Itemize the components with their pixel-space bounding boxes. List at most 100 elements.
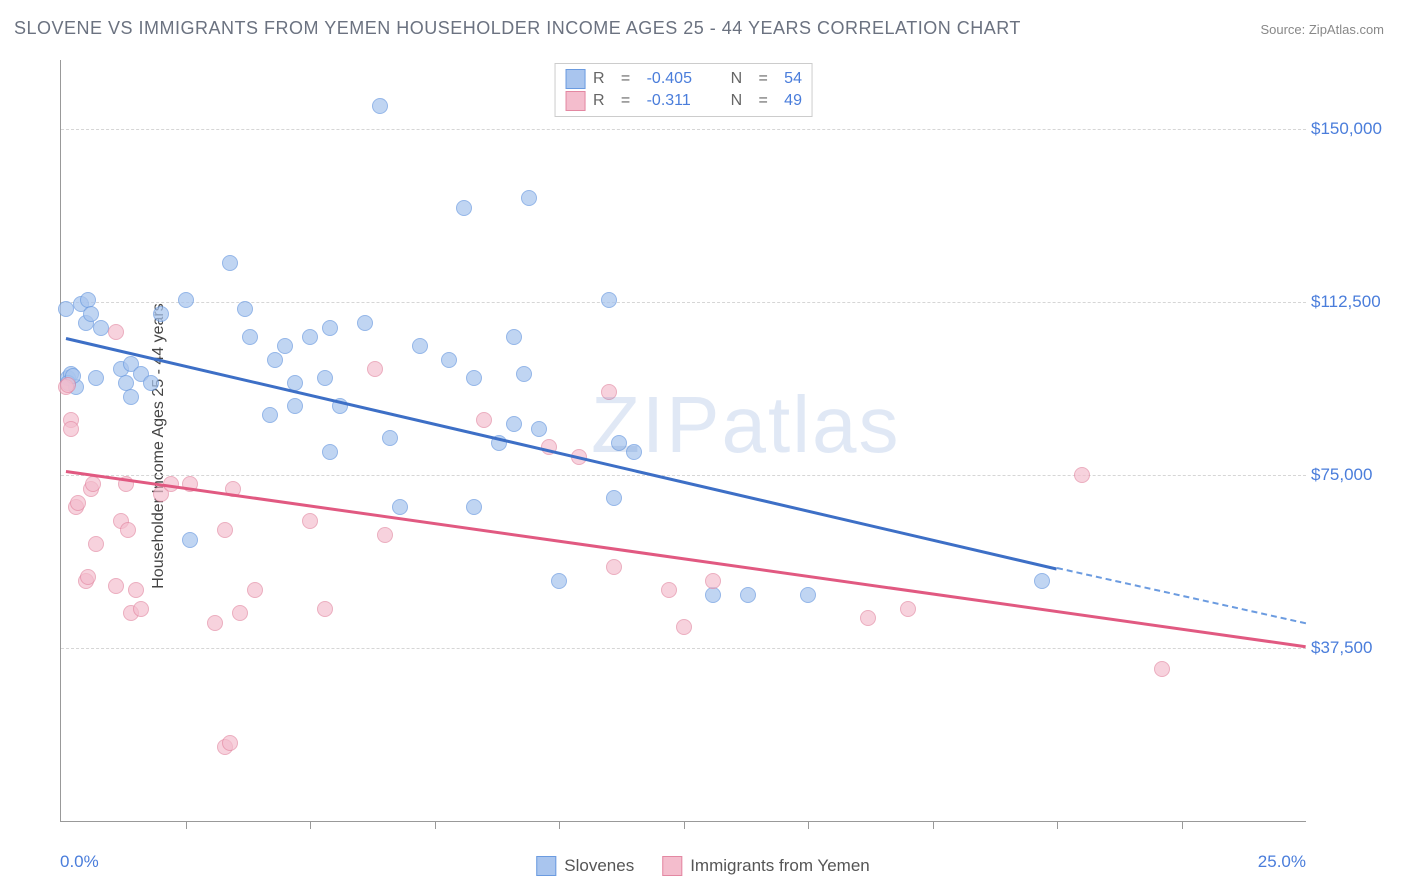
data-point: [70, 495, 86, 511]
data-point: [412, 338, 428, 354]
data-point: [601, 292, 617, 308]
legend-r-label: R: [593, 92, 605, 110]
bottom-legend: Slovenes Immigrants from Yemen: [536, 856, 869, 876]
x-tick: [435, 821, 436, 829]
data-point: [207, 615, 223, 631]
gridline: [61, 648, 1306, 649]
x-tick: [808, 821, 809, 829]
y-tick-label: $112,500: [1311, 292, 1401, 312]
legend-eq: =: [750, 70, 776, 88]
x-tick: [186, 821, 187, 829]
legend-eq: =: [750, 92, 776, 110]
legend-n-label: N: [731, 92, 743, 110]
data-point: [521, 190, 537, 206]
data-point: [317, 601, 333, 617]
data-point: [516, 366, 532, 382]
legend-r-label: R: [593, 70, 605, 88]
x-range-left: 0.0%: [60, 852, 99, 872]
legend-swatch-yemen: [565, 91, 585, 111]
data-point: [551, 573, 567, 589]
data-point: [705, 587, 721, 603]
data-point: [108, 578, 124, 594]
bottom-legend-yemen: Immigrants from Yemen: [662, 856, 870, 876]
data-point: [705, 573, 721, 589]
legend-n-label: N: [731, 70, 743, 88]
data-point: [302, 329, 318, 345]
data-point: [123, 389, 139, 405]
data-point: [133, 601, 149, 617]
legend-r-value-yemen: -0.311: [647, 92, 707, 110]
data-point: [80, 569, 96, 585]
data-point: [322, 444, 338, 460]
data-point: [506, 416, 522, 432]
data-point: [58, 301, 74, 317]
data-point: [1034, 573, 1050, 589]
legend-row-slovenes: R = -0.405 N = 54: [565, 68, 802, 90]
legend-n-value-slovenes: 54: [784, 70, 802, 88]
data-point: [800, 587, 816, 603]
legend-eq: =: [613, 70, 639, 88]
plot-area: ZIPatlas R = -0.405 N = 54 R = -0.311 N …: [60, 60, 1306, 822]
data-point: [392, 499, 408, 515]
trend-line: [66, 337, 1058, 571]
correlation-legend: R = -0.405 N = 54 R = -0.311 N = 49: [554, 63, 813, 117]
legend-r-value-slovenes: -0.405: [647, 70, 707, 88]
data-point: [143, 375, 159, 391]
x-range-right: 25.0%: [1258, 852, 1306, 872]
y-tick-label: $150,000: [1311, 119, 1401, 139]
data-point: [1154, 661, 1170, 677]
data-point: [611, 435, 627, 451]
data-point: [377, 527, 393, 543]
data-point: [267, 352, 283, 368]
data-point: [900, 601, 916, 617]
data-point: [531, 421, 547, 437]
data-point: [367, 361, 383, 377]
data-point: [222, 735, 238, 751]
data-point: [606, 559, 622, 575]
data-point: [217, 522, 233, 538]
gridline: [61, 475, 1306, 476]
x-tick: [684, 821, 685, 829]
y-tick-label: $75,000: [1311, 465, 1401, 485]
data-point: [860, 610, 876, 626]
chart-source: Source: ZipAtlas.com: [1260, 22, 1384, 37]
data-point: [88, 370, 104, 386]
legend-row-yemen: R = -0.311 N = 49: [565, 90, 802, 112]
data-point: [476, 412, 492, 428]
data-point: [466, 370, 482, 386]
data-point: [506, 329, 522, 345]
data-point: [466, 499, 482, 515]
data-point: [222, 255, 238, 271]
y-tick-label: $37,500: [1311, 638, 1401, 658]
bottom-legend-slovenes: Slovenes: [536, 856, 634, 876]
data-point: [676, 619, 692, 635]
data-point: [317, 370, 333, 386]
gridline: [61, 129, 1306, 130]
data-point: [232, 605, 248, 621]
data-point: [661, 582, 677, 598]
data-point: [262, 407, 278, 423]
data-point: [287, 398, 303, 414]
data-point: [601, 384, 617, 400]
legend-eq: =: [613, 92, 639, 110]
correlation-chart: SLOVENE VS IMMIGRANTS FROM YEMEN HOUSEHO…: [0, 0, 1406, 892]
data-point: [85, 476, 101, 492]
data-point: [178, 292, 194, 308]
data-point: [277, 338, 293, 354]
x-tick: [1182, 821, 1183, 829]
legend-swatch-slovenes: [536, 856, 556, 876]
data-point: [322, 320, 338, 336]
data-point: [88, 536, 104, 552]
data-point: [60, 377, 76, 393]
data-point: [626, 444, 642, 460]
legend-swatch-slovenes: [565, 69, 585, 89]
data-point: [63, 421, 79, 437]
data-point: [456, 200, 472, 216]
data-point: [120, 522, 136, 538]
data-point: [606, 490, 622, 506]
data-point: [242, 329, 258, 345]
data-point: [441, 352, 457, 368]
data-point: [182, 532, 198, 548]
data-point: [382, 430, 398, 446]
bottom-legend-label: Immigrants from Yemen: [690, 856, 870, 876]
